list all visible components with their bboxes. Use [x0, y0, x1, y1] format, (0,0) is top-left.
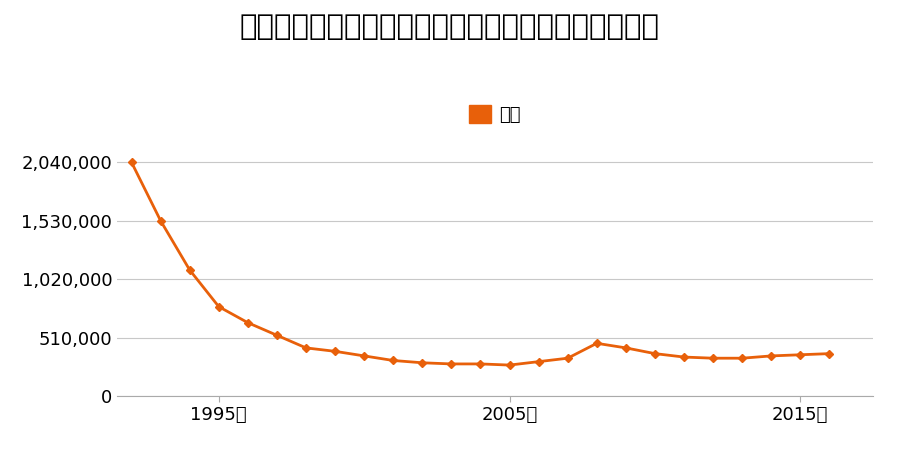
Legend: 価格: 価格 — [462, 98, 528, 131]
Text: 愛知県名古屋市中区新栄１丁目２８１７番の地価推移: 愛知県名古屋市中区新栄１丁目２８１７番の地価推移 — [240, 14, 660, 41]
